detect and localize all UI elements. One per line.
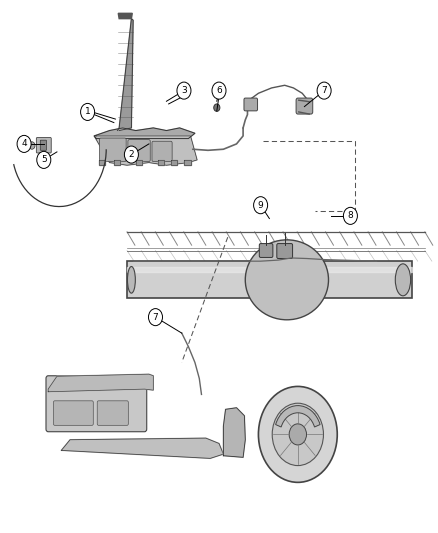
- Circle shape: [17, 135, 31, 152]
- Circle shape: [258, 386, 337, 482]
- Polygon shape: [158, 160, 164, 165]
- Text: 9: 9: [258, 201, 264, 209]
- Polygon shape: [184, 160, 191, 165]
- Circle shape: [343, 207, 357, 224]
- Circle shape: [212, 82, 226, 99]
- Polygon shape: [118, 13, 132, 19]
- Text: 7: 7: [321, 86, 327, 95]
- FancyBboxPatch shape: [259, 244, 273, 257]
- FancyBboxPatch shape: [277, 244, 293, 259]
- FancyBboxPatch shape: [152, 141, 172, 161]
- Polygon shape: [61, 438, 223, 458]
- Ellipse shape: [127, 266, 135, 293]
- Circle shape: [317, 82, 331, 99]
- FancyBboxPatch shape: [128, 140, 150, 161]
- FancyBboxPatch shape: [296, 98, 313, 114]
- Wedge shape: [276, 406, 320, 427]
- FancyBboxPatch shape: [97, 401, 128, 425]
- Polygon shape: [223, 408, 245, 457]
- Text: 8: 8: [347, 212, 353, 220]
- Text: 2: 2: [129, 150, 134, 159]
- Circle shape: [148, 309, 162, 326]
- Polygon shape: [117, 19, 133, 131]
- Polygon shape: [127, 266, 412, 272]
- FancyBboxPatch shape: [244, 98, 258, 111]
- Circle shape: [214, 104, 220, 111]
- FancyBboxPatch shape: [99, 138, 126, 161]
- Circle shape: [124, 146, 138, 163]
- FancyBboxPatch shape: [40, 140, 46, 150]
- Circle shape: [37, 151, 51, 168]
- Text: 3: 3: [181, 86, 187, 95]
- Circle shape: [29, 142, 35, 149]
- FancyBboxPatch shape: [127, 261, 412, 298]
- Ellipse shape: [395, 264, 411, 296]
- Polygon shape: [114, 160, 120, 165]
- Circle shape: [254, 197, 268, 214]
- Polygon shape: [171, 160, 177, 165]
- FancyBboxPatch shape: [36, 138, 51, 153]
- Polygon shape: [94, 128, 195, 139]
- Text: 7: 7: [152, 313, 159, 321]
- Text: 5: 5: [41, 156, 47, 164]
- FancyBboxPatch shape: [53, 401, 93, 425]
- Circle shape: [81, 103, 95, 120]
- Circle shape: [177, 82, 191, 99]
- Polygon shape: [48, 374, 153, 392]
- Text: 1: 1: [85, 108, 91, 116]
- Ellipse shape: [245, 240, 328, 320]
- Text: 6: 6: [216, 86, 222, 95]
- Polygon shape: [136, 160, 142, 165]
- Polygon shape: [94, 136, 197, 165]
- Text: 4: 4: [21, 140, 27, 148]
- FancyBboxPatch shape: [46, 376, 147, 432]
- Circle shape: [272, 403, 323, 466]
- Circle shape: [289, 424, 307, 445]
- Polygon shape: [99, 160, 105, 165]
